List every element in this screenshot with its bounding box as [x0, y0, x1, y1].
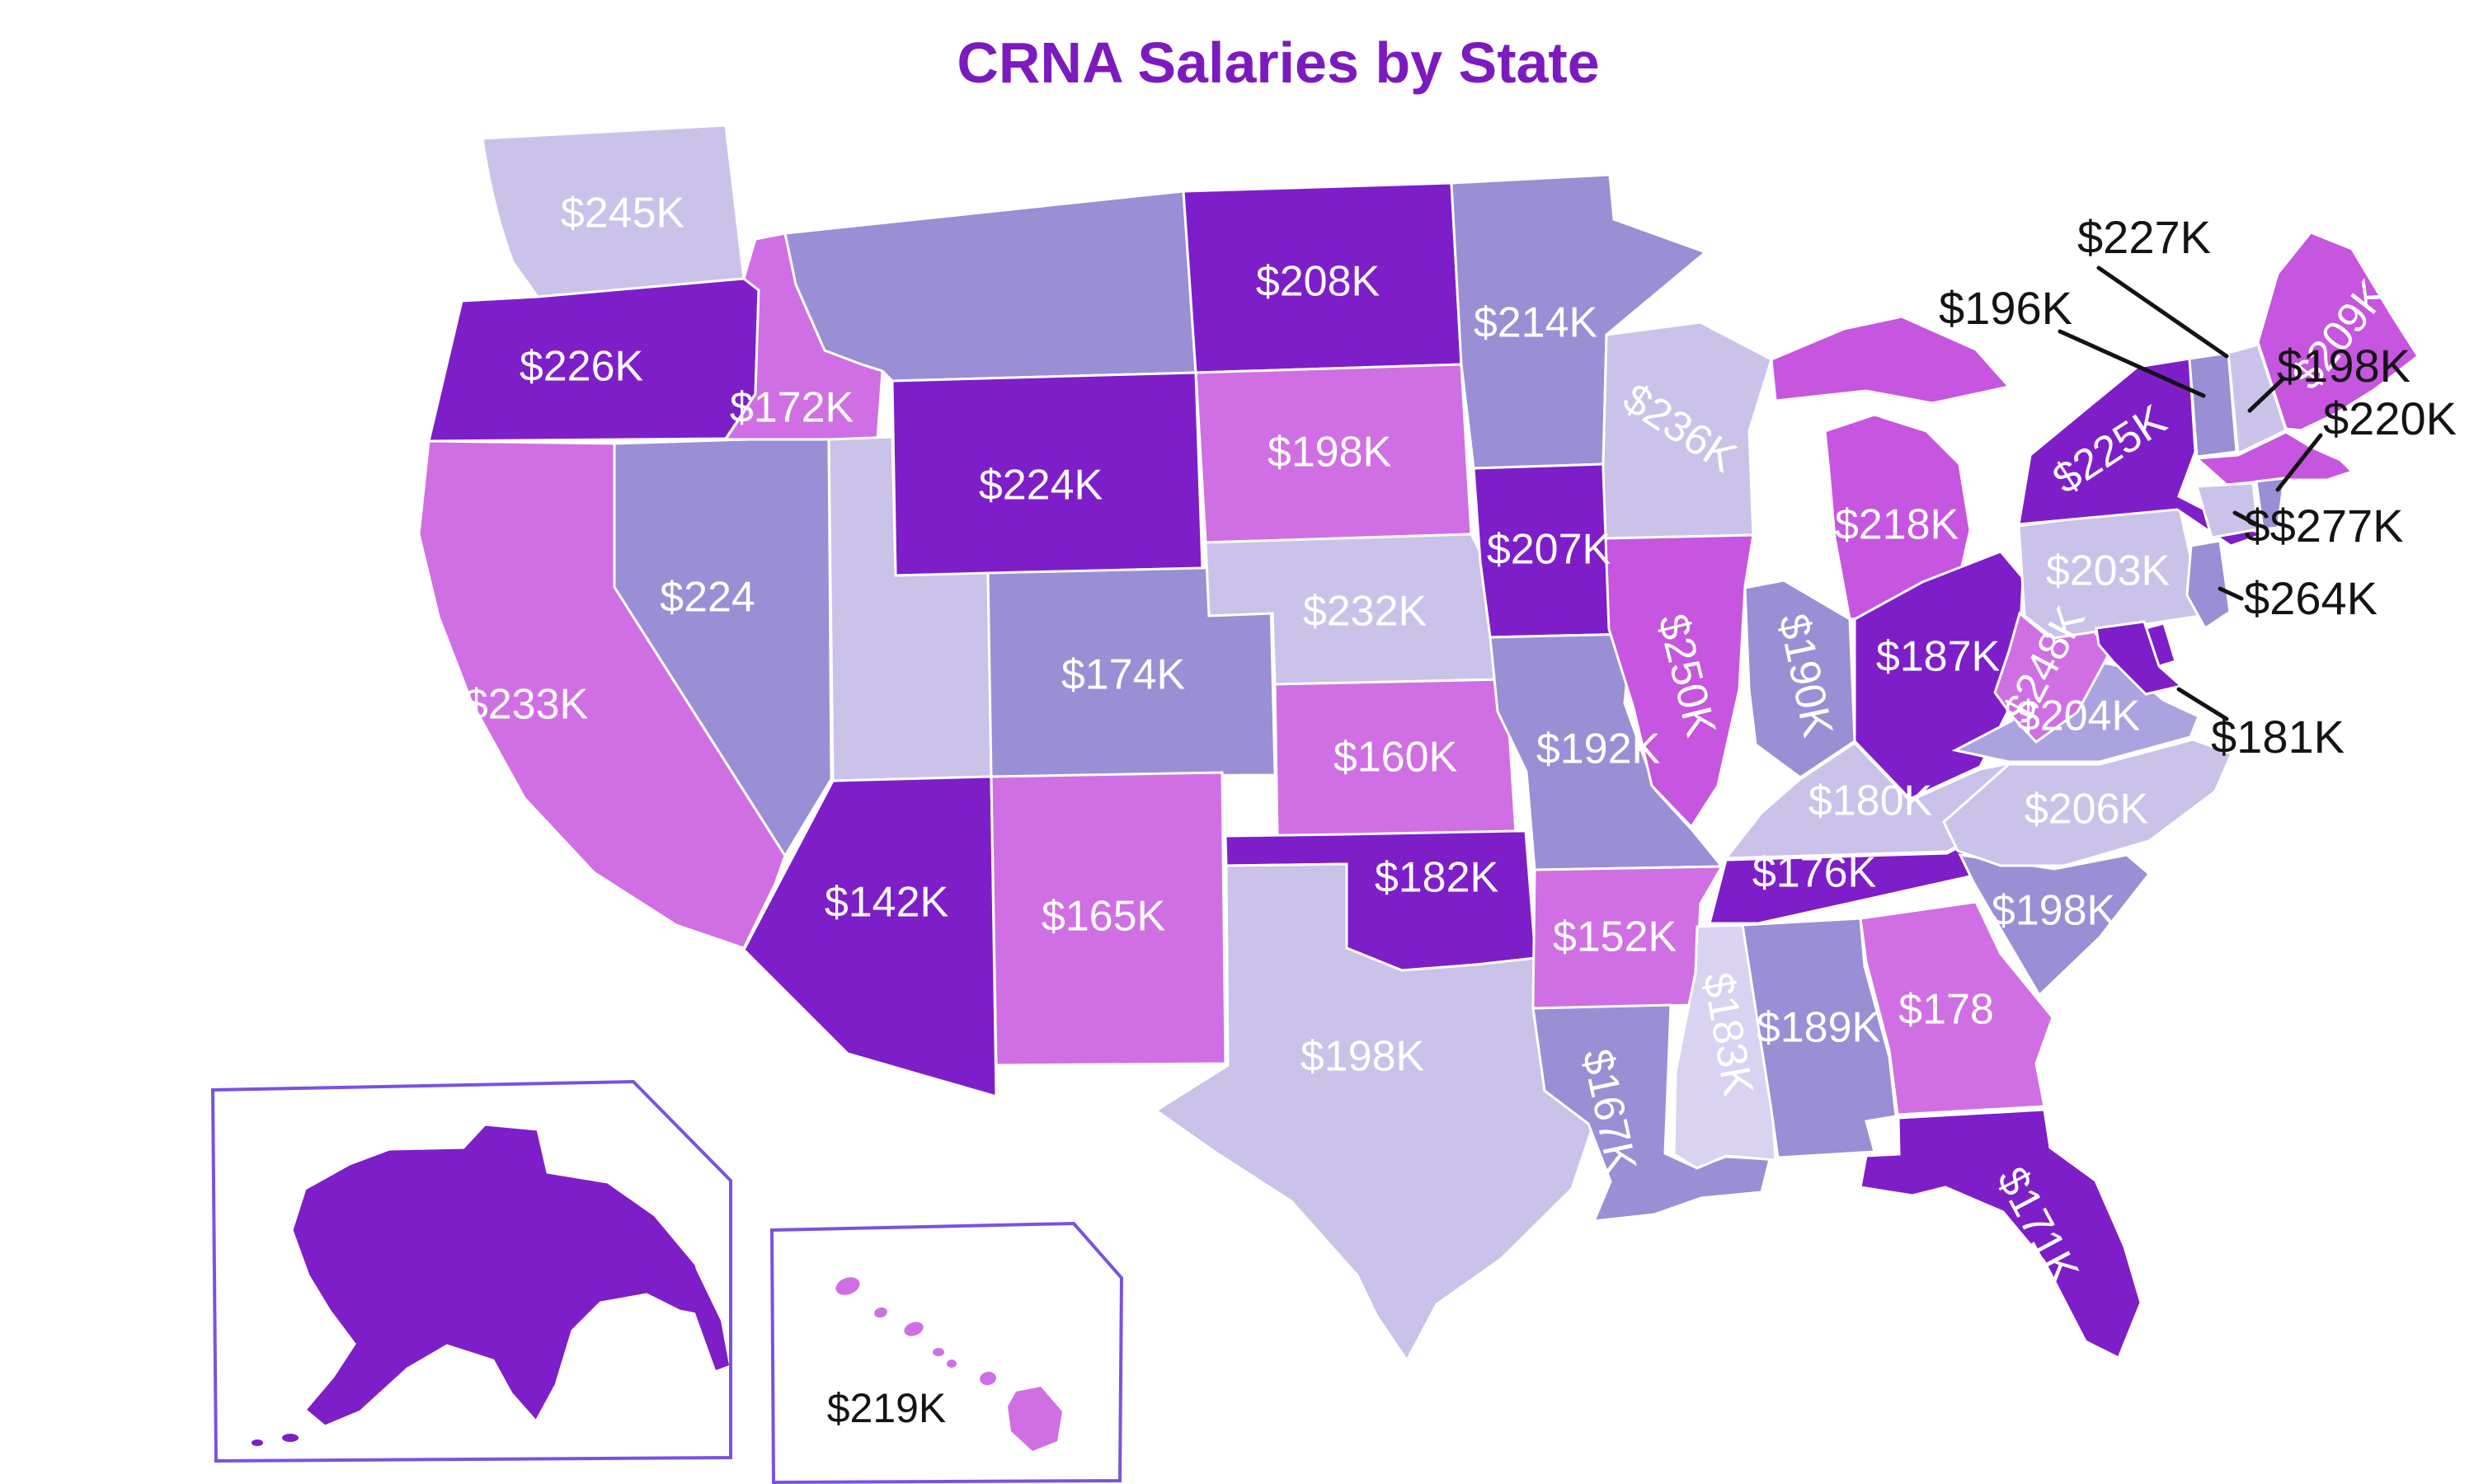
- state-label-colorado: $174K: [1061, 651, 1186, 699]
- state-new-mexico: [990, 771, 1227, 1067]
- state-label-pennsylvania: $203K: [2046, 547, 2171, 595]
- callouts-layer: $227K$196K $198K$220K $$277K $264K $181K: [1939, 211, 2457, 763]
- state-label-minnesota: $214K: [1474, 299, 1598, 347]
- state-label-nebraska: $232K: [1303, 588, 1427, 636]
- inset-hawaii-box: [769, 1221, 1124, 1484]
- inset-alaska-box: [210, 1079, 732, 1463]
- callout-line-new-jersey: [2218, 586, 2244, 601]
- state-label-kansas: $160K: [1333, 734, 1458, 782]
- state-label-missouri: $192K: [1536, 726, 1661, 773]
- state-label-arizona: $142K: [825, 879, 949, 927]
- state-label-oklahoma: $182K: [1375, 854, 1499, 902]
- callout-label-vermont: $227K: [2077, 211, 2211, 263]
- states-layer: [417, 124, 2420, 1363]
- state-north-carolina: [1942, 738, 2234, 867]
- state-arizona: [742, 775, 998, 1099]
- hawaii-big-island: [1008, 1387, 1062, 1451]
- callout-label-massachusetts: $198K: [2277, 340, 2411, 392]
- callout-line-vermont: [2096, 265, 2229, 359]
- callout-label-rhode-island: $220K: [2323, 392, 2457, 444]
- state-new-jersey: [2185, 539, 2232, 631]
- callout-label-new-hampshire: $196K: [1939, 282, 2072, 334]
- alaska-aleutian-island-0: [282, 1434, 299, 1442]
- state-indiana: [1743, 579, 1856, 779]
- state-label-alabama: $189K: [1757, 1004, 1881, 1052]
- callout-line-new-hampshire: [2058, 329, 2206, 398]
- callout-label-new-jersey: $264K: [2244, 572, 2378, 624]
- alaska-panhandle-tail: [686, 1270, 729, 1370]
- state-label-north-dakota: $208K: [1256, 258, 1380, 306]
- callout-line-connecticut: [2232, 510, 2259, 527]
- callout-label-connecticut: $$277K: [2244, 500, 2403, 552]
- insets-layer: $219K: [210, 1079, 1124, 1484]
- state-florida: [1859, 1108, 2142, 1360]
- state-texas: [1154, 862, 1593, 1363]
- state-label-idaho: $172K: [730, 384, 854, 432]
- state-wisconsin: [1602, 321, 1773, 540]
- hawaii-island-4: [947, 1360, 957, 1368]
- state-illinois: [1604, 533, 1755, 829]
- state-montana: [783, 190, 1197, 383]
- state-label-kentucky: $180K: [1808, 777, 1933, 825]
- state-connecticut: [2195, 481, 2260, 539]
- state-new-york: [2017, 357, 2268, 547]
- state-label-nevada: $224: [660, 574, 755, 622]
- callout-line-maryland: [2176, 687, 2229, 721]
- state-label-arkansas: $152K: [1553, 913, 1677, 961]
- hawaii-island-2: [904, 1322, 924, 1336]
- state-alaska: [290, 1123, 712, 1428]
- state-maryland: [2095, 620, 2185, 696]
- state-louisiana: [1531, 1003, 1771, 1223]
- state-new-hampshire: [2227, 343, 2288, 456]
- state-label-wyoming: $224K: [979, 462, 1103, 510]
- state-michigan-up: [1770, 315, 2011, 405]
- state-label-new-mexico: $165K: [1042, 893, 1166, 941]
- state-label-washington: $245K: [561, 190, 685, 237]
- state-alabama: [1741, 917, 1898, 1159]
- callout-line-rhode-island: [2275, 433, 2323, 492]
- hawaii-island-1: [874, 1307, 887, 1318]
- state-washington: [481, 124, 745, 298]
- callout-label-maryland: $181K: [2211, 711, 2345, 763]
- state-label-ohio: $187K: [1876, 633, 2001, 681]
- state-colorado: [986, 565, 1277, 778]
- state-label-georgia: $178: [1898, 986, 1994, 1034]
- state-maine: [2256, 231, 2420, 432]
- state-georgia: [1859, 900, 2054, 1116]
- state-label-south-carolina: $198K: [1992, 887, 2116, 935]
- state-label-oregon: $226K: [520, 343, 644, 391]
- state-label-north-carolina: $206K: [2025, 786, 2149, 834]
- state-label-michigan: $218K: [1835, 501, 1959, 549]
- alaska-aleutian-island-1: [252, 1439, 263, 1446]
- state-label-iowa: $207K: [1487, 526, 1611, 574]
- state-label-california: $233K: [464, 681, 589, 729]
- state-label-hawaii: $219K: [827, 1385, 947, 1431]
- hawaii-island-0: [835, 1277, 860, 1295]
- hawaii-island-5: [980, 1371, 996, 1386]
- hawaii-island-3: [933, 1348, 944, 1356]
- state-labels-layer: $245K $226K $233K $224 $172K $224K $174K $142K $…: [464, 190, 2397, 1292]
- state-south-carolina: [1958, 853, 2152, 998]
- state-label-tennessee: $176K: [1752, 849, 1877, 897]
- state-label-texas: $198K: [1300, 1033, 1425, 1081]
- page-title: CRNA Salaries by State: [957, 31, 1599, 95]
- state-vermont: [2188, 351, 2238, 458]
- callout-line-massachusetts: [2247, 377, 2285, 413]
- state-label-virginia: $204K: [2016, 693, 2141, 740]
- state-label-south-dakota: $198K: [1268, 429, 1392, 477]
